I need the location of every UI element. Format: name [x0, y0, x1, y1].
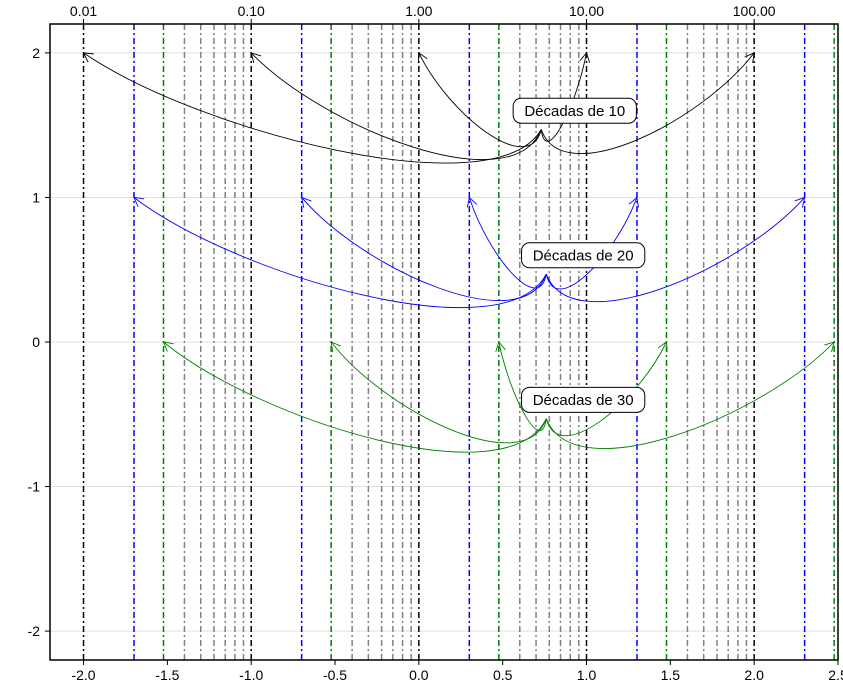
svg-text:100.00: 100.00	[733, 3, 776, 19]
svg-text:-1.5: -1.5	[155, 667, 179, 683]
decade-label: Décadas de 20	[533, 248, 634, 265]
chart-svg: -2.0 -1.5 -1.0 -0.5 0.0 0.5 1.0 1.5 2.0 2.5 0.01 0.…	[0, 0, 843, 699]
decade-label: Décadas de 30	[533, 392, 634, 409]
svg-text:-1: -1	[28, 479, 41, 495]
svg-text:2.5: 2.5	[828, 667, 843, 683]
svg-text:0.10: 0.10	[238, 3, 265, 19]
svg-text:1: 1	[32, 189, 40, 205]
svg-text:0.5: 0.5	[493, 667, 513, 683]
svg-text:1.00: 1.00	[405, 3, 432, 19]
svg-text:0: 0	[32, 334, 40, 350]
svg-text:10.00: 10.00	[569, 3, 604, 19]
svg-text:0.0: 0.0	[409, 667, 429, 683]
svg-text:-2.0: -2.0	[71, 667, 95, 683]
svg-text:1.0: 1.0	[577, 667, 597, 683]
svg-text:2.0: 2.0	[744, 667, 764, 683]
decade-label: Décadas de 10	[524, 103, 625, 120]
svg-text:2: 2	[32, 45, 40, 61]
svg-text:1.5: 1.5	[661, 667, 681, 683]
svg-text:0.01: 0.01	[70, 3, 97, 19]
log-decade-chart: -2.0 -1.5 -1.0 -0.5 0.0 0.5 1.0 1.5 2.0 2.5 0.01 0.…	[0, 0, 843, 699]
svg-text:-2: -2	[28, 623, 41, 639]
svg-text:-1.0: -1.0	[239, 667, 263, 683]
svg-text:-0.5: -0.5	[323, 667, 347, 683]
